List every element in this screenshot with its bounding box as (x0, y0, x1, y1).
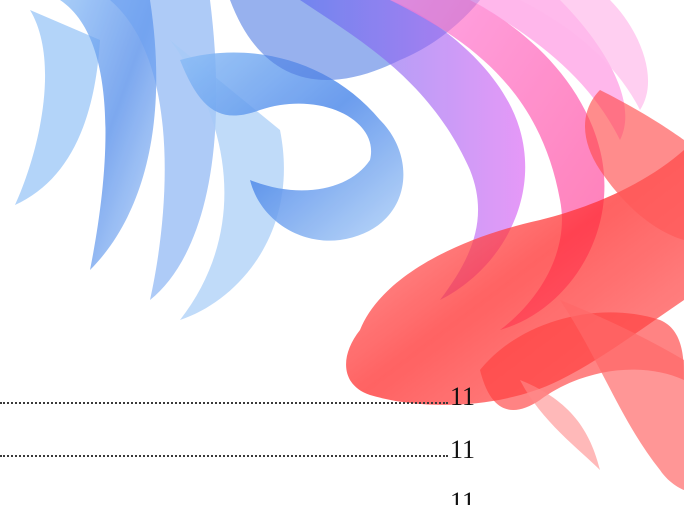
dot-leader (0, 402, 448, 404)
red-ribbons (346, 90, 684, 490)
toc-entry: 11 (0, 485, 475, 505)
toc-page-number: 11 (449, 435, 475, 464)
toc-entry: 11 (0, 433, 475, 463)
toc-entry: 11 (0, 380, 475, 410)
dot-leader (0, 455, 448, 457)
toc-page-number: 11 (449, 487, 475, 505)
toc-page-number: 11 (449, 382, 475, 411)
violet-pink-ribbons (300, 0, 649, 330)
